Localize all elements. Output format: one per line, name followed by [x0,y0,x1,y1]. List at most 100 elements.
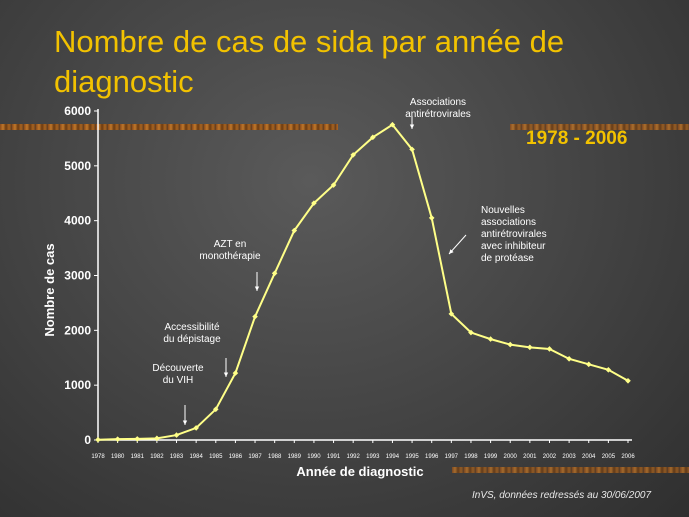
x-tick-label: 1982 [150,454,164,460]
x-tick-label: 1998 [464,454,478,460]
data-point [428,215,435,221]
x-tick-label: 1999 [484,454,498,460]
x-tick-label: 1988 [268,454,282,460]
annotation-text: AZT en monothérapie [199,239,261,262]
data-point [507,341,514,348]
x-tick-label: 1996 [425,454,439,460]
data-point [193,425,199,431]
y-tick-label: 1000 [64,378,91,392]
x-tick-label: 1995 [405,454,419,460]
y-tick-label: 3000 [64,269,91,283]
data-point [370,134,376,141]
data-point [487,336,494,342]
data-point [271,270,278,277]
x-tick-label: 2006 [621,454,635,460]
x-tick-label: 1983 [170,454,184,460]
x-tick-label: 1991 [327,454,341,460]
data-point [311,200,317,206]
x-tick-label: 1981 [131,454,145,460]
data-point [212,406,219,413]
decorative-band-top [0,124,338,130]
annotation-line: Accessibilité [164,322,219,333]
x-tick-label: 2005 [602,454,616,460]
source-note: InVS, données redressés au 30/06/2007 [472,490,652,501]
x-tick-label: 2001 [523,454,537,460]
x-tick-label: 1989 [288,454,302,460]
annotation-arrow-head [182,420,188,425]
x-tick-label: 1986 [229,454,243,460]
y-tick-label: 0 [84,433,91,447]
x-tick-label: 2003 [562,454,576,460]
data-point [448,311,455,317]
annotation-line: de protéase [481,253,534,264]
x-tick-label: 2004 [582,454,596,460]
annotation-line: du dépistage [163,334,221,345]
data-point [605,367,612,373]
x-tick-labels: 1978 1980 1981 1982 1983 1984 1985 1986 1987 1988… [91,440,635,460]
annotation-arrow-head [449,249,454,254]
annotation-line: antirétrovirales [405,109,471,120]
slide-title: Nombre de cas de sida par année de diagn… [54,24,565,99]
y-tick-label: 5000 [64,159,91,173]
annotation-line: Nouvelles [481,205,525,216]
data-point [95,436,101,443]
x-tick-label: 1994 [386,454,400,460]
data-point [546,346,553,352]
annotation-line: Associations [410,97,466,108]
x-tick-label: 1984 [189,454,203,460]
decorative-band-bottom [452,467,689,473]
annotation-line: associations [481,217,536,228]
data-point [468,329,474,336]
annotation-arrow-head [223,372,229,377]
y-tick-label: 2000 [64,323,91,337]
y-tick-label: 4000 [64,214,91,228]
chart-axes [97,109,632,441]
y-tick-labels: 0 1000 2000 3000 4000 5000 6000 [64,104,98,447]
annotation-text: Accessibilité du dépistage [163,322,221,345]
x-tick-label: 2000 [504,454,518,460]
data-point [389,121,396,128]
decorative-band-right [510,124,689,130]
series-line-group [95,121,631,443]
x-tick-label: 1985 [209,454,223,460]
annotation-line: Découverte [152,363,204,374]
data-point [585,361,592,368]
data-point [134,436,141,442]
annotation-text: Nouvelles associations antirétrovirales ave… [481,205,547,264]
x-tick-label: 2002 [543,454,557,460]
x-tick-label: 1990 [307,454,321,460]
annotation-text: Associations antirétrovirales [405,97,471,120]
annotation-arrow-head [254,286,260,291]
annotation-arrow-head [409,124,415,129]
data-point [527,344,533,351]
data-point [625,377,631,384]
annotation-line: avec inhibiteur [481,241,546,252]
annotation-line: monothérapie [199,251,261,262]
x-tick-label: 1997 [445,454,459,460]
annotation-line: du VIH [163,375,194,386]
data-point [350,152,356,158]
data-point [409,146,415,153]
x-tick-label: 1978 [91,454,105,460]
x-tick-label: 1987 [248,454,262,460]
y-tick-label: 6000 [64,104,91,118]
period-label: 1978 - 2006 [526,128,628,149]
data-point [252,313,258,320]
annotation-line: AZT en [214,239,247,250]
x-tick-label: 1992 [347,454,361,460]
x-tick-label: 1980 [111,454,125,460]
data-point [114,436,121,442]
annotation-line: antirétrovirales [481,229,547,240]
data-point [154,435,160,442]
x-axis-label: Année de diagnostic [296,464,423,479]
data-point [173,432,180,438]
x-tick-label: 1993 [366,454,380,460]
y-axis-label: Nombre de cas [42,243,57,336]
annotation-text: Découverte du VIH [152,363,204,386]
series-line [97,123,629,441]
data-point [330,182,337,188]
data-point [291,227,298,234]
data-point [566,356,572,362]
